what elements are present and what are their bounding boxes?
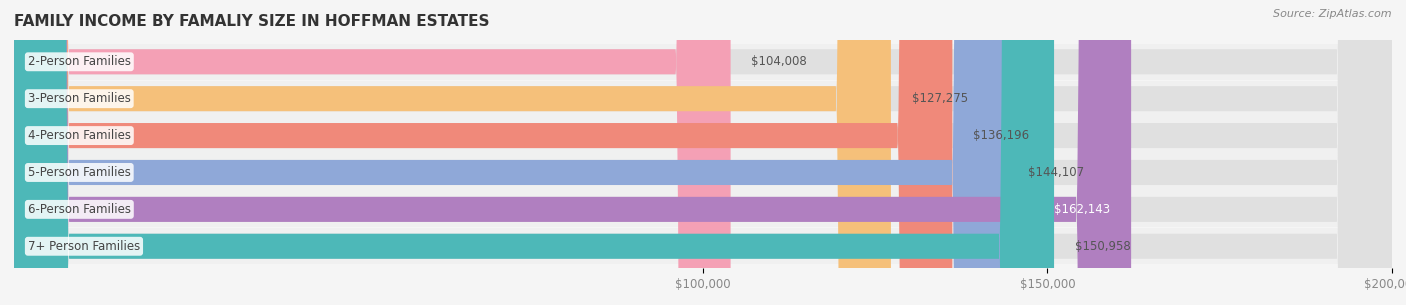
Text: $150,958: $150,958 xyxy=(1074,240,1130,253)
Bar xyxy=(14,44,1392,80)
FancyBboxPatch shape xyxy=(14,0,1392,305)
FancyBboxPatch shape xyxy=(14,0,1392,305)
FancyBboxPatch shape xyxy=(14,0,1007,305)
Text: 2-Person Families: 2-Person Families xyxy=(28,55,131,68)
Text: 3-Person Families: 3-Person Families xyxy=(28,92,131,105)
Bar xyxy=(14,228,1392,264)
FancyBboxPatch shape xyxy=(14,0,952,305)
Text: 5-Person Families: 5-Person Families xyxy=(28,166,131,179)
Text: $144,107: $144,107 xyxy=(1028,166,1084,179)
Text: 7+ Person Families: 7+ Person Families xyxy=(28,240,141,253)
FancyBboxPatch shape xyxy=(14,0,731,305)
Text: Source: ZipAtlas.com: Source: ZipAtlas.com xyxy=(1274,9,1392,19)
Text: 4-Person Families: 4-Person Families xyxy=(28,129,131,142)
Text: $136,196: $136,196 xyxy=(973,129,1029,142)
Text: $104,008: $104,008 xyxy=(751,55,807,68)
Text: $162,143: $162,143 xyxy=(1054,203,1111,216)
FancyBboxPatch shape xyxy=(14,0,1054,305)
Bar xyxy=(14,81,1392,117)
FancyBboxPatch shape xyxy=(14,0,891,305)
Bar xyxy=(14,154,1392,191)
Text: 6-Person Families: 6-Person Families xyxy=(28,203,131,216)
FancyBboxPatch shape xyxy=(14,0,1392,305)
FancyBboxPatch shape xyxy=(14,0,1392,305)
Text: $127,275: $127,275 xyxy=(911,92,967,105)
Text: FAMILY INCOME BY FAMALIY SIZE IN HOFFMAN ESTATES: FAMILY INCOME BY FAMALIY SIZE IN HOFFMAN… xyxy=(14,14,489,29)
Bar xyxy=(14,191,1392,228)
FancyBboxPatch shape xyxy=(14,0,1392,305)
FancyBboxPatch shape xyxy=(14,0,1392,305)
FancyBboxPatch shape xyxy=(14,0,1132,305)
Bar xyxy=(14,117,1392,154)
